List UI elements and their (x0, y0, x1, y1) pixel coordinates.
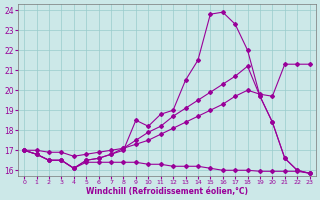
X-axis label: Windchill (Refroidissement éolien,°C): Windchill (Refroidissement éolien,°C) (86, 187, 248, 196)
